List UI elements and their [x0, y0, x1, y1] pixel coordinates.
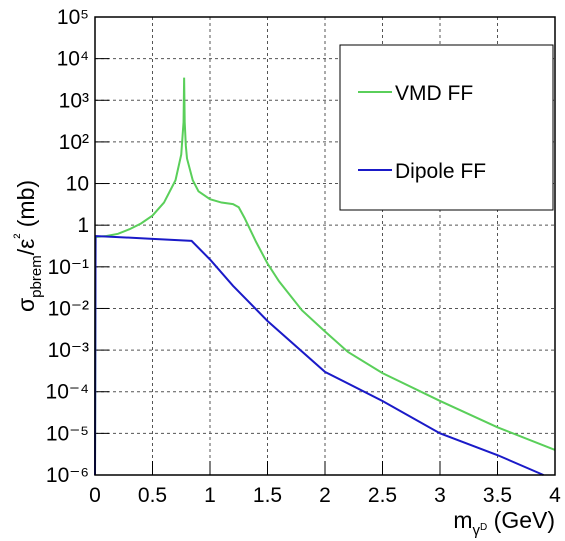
- y-tick-label: 10⁻⁶: [46, 464, 89, 487]
- y-tick-label: 10⁵: [57, 6, 89, 29]
- y-tick-label: 10³: [59, 89, 89, 112]
- y-tick-label: 10⁴: [57, 48, 89, 71]
- x-tick-label: 3.5: [483, 484, 512, 507]
- legend-label: VMD FF: [395, 82, 473, 105]
- x-axis-label: mγD (GeV): [453, 507, 555, 539]
- x-tick-label: 3: [434, 484, 446, 507]
- x-tick-label: 1.5: [253, 484, 282, 507]
- plot-frame: [94, 16, 556, 476]
- x-tick-label: 4: [549, 484, 561, 507]
- x-tick-label: 0: [89, 484, 101, 507]
- x-tick-label: 0.5: [138, 484, 167, 507]
- x-tick-label: 2: [319, 484, 331, 507]
- y-tick-label: 10⁻³: [48, 339, 89, 362]
- y-tick-label: 10⁻⁴: [46, 381, 89, 404]
- y-tick-label: 10⁻⁵: [46, 422, 89, 445]
- legend-box: [339, 44, 554, 211]
- y-tick-label: 10: [66, 173, 89, 196]
- y-tick-label: 10²: [59, 131, 89, 154]
- x-tick-label: 2.5: [368, 484, 397, 507]
- y-axis-label: σpbrem/ε² (mb): [11, 180, 45, 312]
- data-line: [94, 234, 544, 476]
- legend-label: Dipole FF: [395, 160, 486, 183]
- y-tick-label: 10⁻¹: [48, 256, 89, 279]
- y-tick-label: 1: [77, 214, 89, 237]
- x-tick-label: 1: [204, 484, 216, 507]
- y-tick-label: 10⁻²: [48, 297, 89, 320]
- data-line: [94, 77, 556, 476]
